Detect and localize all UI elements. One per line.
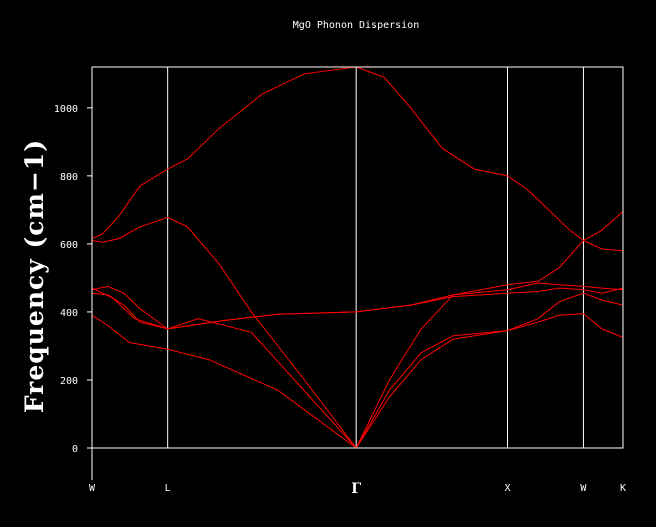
plot-frame — [91, 66, 624, 449]
phonon-band-line — [355, 313, 624, 449]
phonon-band-line — [91, 216, 357, 449]
kpoint-grid-lines — [167, 67, 584, 448]
phonon-band-line — [355, 239, 624, 449]
phonon-band-line — [91, 287, 624, 330]
kpoint-label: L — [165, 483, 171, 494]
y-tick-label: 600 — [60, 240, 78, 251]
y-tick-label: 400 — [60, 308, 78, 319]
phonon-bands — [91, 66, 624, 449]
y-tick-label: 200 — [60, 376, 78, 387]
phonon-band-line — [91, 66, 624, 242]
chart-title: MgO Phonon Dispersion — [293, 20, 419, 31]
phonon-band-line — [91, 287, 357, 449]
kpoint-label: Γ — [351, 481, 361, 497]
y-tick-label: 800 — [60, 172, 78, 183]
kpoint-label: W — [580, 483, 587, 494]
phonon-band-line — [91, 282, 624, 330]
y-axis-ticks: 0 200 400 600 800 1000 — [54, 104, 92, 455]
kpoint-label: X — [504, 483, 510, 494]
kpoint-label: W — [89, 483, 96, 494]
phonon-band-line — [91, 314, 357, 449]
phonon-band-line — [355, 292, 624, 449]
y-tick-label: 0 — [72, 444, 78, 455]
kpoint-label: K — [620, 483, 626, 494]
y-axis-label: Frequency (cm−1) — [20, 139, 49, 413]
y-tick-label: 1000 — [54, 104, 78, 115]
